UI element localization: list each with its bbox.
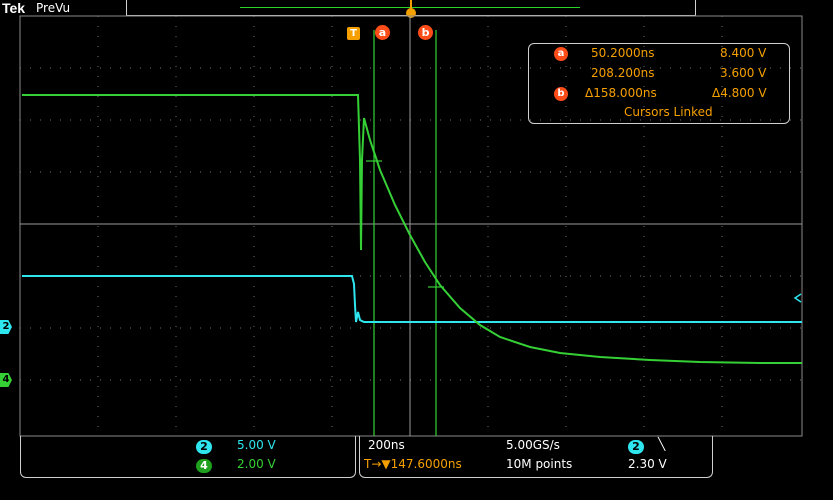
cursor-a-volt: 8.400 V [720,46,767,60]
cursor-b-volt: 3.600 V [720,66,767,80]
ch4-ground-marker[interactable]: 4 [0,373,12,387]
trigger-source-badge: 2 [628,440,644,454]
cursor-a-time: 50.2000ns [591,46,655,60]
cursor-a-marker[interactable]: a [375,25,390,40]
cursor-a-icon: a [554,47,568,61]
ch4-badge: 4 [196,459,212,473]
graticule-grid [20,16,802,436]
cursors-linked-status: Cursors Linked [624,105,713,119]
horizontal-scale[interactable]: 200ns [368,438,405,452]
ch2-waveform [22,275,802,323]
trigger-marker-icon[interactable]: T [347,27,360,40]
timebase-panel[interactable]: 200ns 5.00GS/s T→▼147.6000ns 10M points … [359,436,713,478]
trigger-position[interactable]: T→▼147.6000ns [364,457,462,471]
ch2-scale[interactable]: 5.00 V [237,438,276,452]
sample-rate: 5.00GS/s [506,438,560,452]
trigger-position-icon[interactable] [406,8,416,18]
ch4-waveform [22,94,802,364]
delta-time: Δ158.000ns [585,86,657,100]
delta-volt: Δ4.800 V [712,86,767,100]
trigger-level[interactable]: 2.30 V [628,457,667,471]
cursor-b-marker[interactable]: b [418,25,433,40]
trigger-position-stem [410,0,412,10]
ch4-marker-label: 4 [2,374,10,385]
cursor-b-time: 208.200ns [591,66,655,80]
acquisition-mode: PreVu [36,1,71,15]
ch2-marker-label: 2 [2,321,10,332]
ch2-ground-marker[interactable]: 2 [0,320,12,334]
ch2-badge: 2 [196,440,212,454]
trigger-level-arrow [793,293,802,303]
cursor-readout[interactable]: a 50.2000ns 8.400 V 208.200ns 3.600 V b … [528,43,790,124]
record-length: 10M points [506,457,573,471]
trigger-slope-icon[interactable]: ╲ [658,437,666,451]
brand-logo: Tek [2,0,26,16]
channel-scale-panel[interactable]: 2 5.00 V 4 2.00 V [20,436,356,478]
ch4-scale[interactable]: 2.00 V [237,457,276,471]
cursor-b-icon: b [554,87,568,101]
